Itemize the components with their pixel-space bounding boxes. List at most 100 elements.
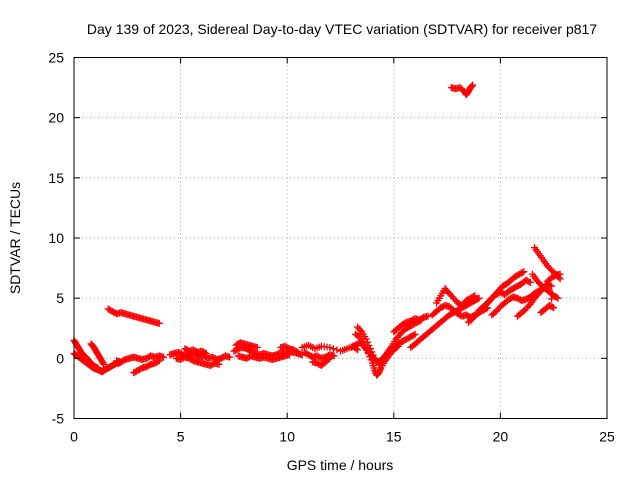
data-point [393,344,401,352]
data-point [326,354,334,362]
data-point [411,330,419,338]
data-point [292,348,300,356]
data-point [468,82,476,90]
data-point [324,356,332,364]
y-axis-title: SDTVAR / TECUs [7,182,23,294]
data-point [155,357,163,365]
y-tick-label: -5 [52,411,65,427]
series-track-26 [488,282,551,319]
data-point [520,268,528,276]
series-track-4 [104,305,163,327]
x-tick-label: 10 [279,429,295,445]
data-point [550,304,558,312]
data-point [369,351,377,359]
series-track-2 [70,350,107,376]
data-point [330,352,338,360]
series-track-9 [181,345,210,358]
data-point [326,344,334,352]
tick-labels: 0 5 10 15 20 25 -5 0 5 10 15 20 25 [48,50,615,445]
data-point [525,302,533,310]
x-axis-title: GPS time / hours [287,457,394,473]
data-markers [70,81,564,379]
data-point [518,268,526,276]
data-point [548,303,556,311]
data-point [375,369,383,377]
x-tick-label: 20 [493,429,509,445]
series-track-30 [537,270,564,317]
y-tick-label: 0 [56,350,64,366]
data-point [99,359,107,367]
series-track-28 [528,270,562,302]
data-point [361,343,369,351]
data-point [215,360,223,368]
data-point [363,346,371,354]
series-track-20 [390,312,432,336]
data-point [356,326,364,334]
data-point [100,360,108,368]
x-tick-label: 15 [386,429,402,445]
data-point [329,345,337,353]
x-tick-label: 25 [599,429,615,445]
series-track-14 [300,348,338,362]
data-point [354,346,362,354]
data-point [285,351,293,359]
y-tick-label: 25 [48,50,64,66]
data-point [553,293,561,301]
data-point [526,279,534,287]
data-point [424,312,432,320]
data-point [554,294,562,302]
series-track-31 [447,81,477,99]
y-tick-label: 5 [56,290,64,306]
data-point [362,335,370,343]
data-point [469,293,477,301]
data-point [548,295,556,303]
series-track-23 [432,285,479,309]
data-point [202,350,210,358]
data-point [525,278,533,286]
series-track-13 [277,342,302,356]
data-point [471,292,479,300]
data-point [364,338,372,346]
data-point [376,366,384,374]
data-point [556,270,564,278]
data-point [253,344,261,352]
y-tick-label: 20 [48,110,64,126]
series-track-6 [130,357,163,377]
data-point [99,368,107,376]
data-point [410,331,418,339]
x-tick-label: 0 [70,429,78,445]
data-point [546,281,554,289]
y-tick-label: 15 [48,170,64,186]
data-point [364,350,372,358]
data-point [294,348,302,356]
axis-ticks [73,57,608,419]
data-point [201,349,209,357]
series-track-12 [232,339,261,352]
series-track-19 [354,316,426,368]
series-track-29 [531,244,564,283]
x-tick-label: 5 [177,429,185,445]
series-track-25 [475,276,534,314]
series-track-8 [172,353,223,370]
data-point [360,340,368,348]
series-track-15 [309,354,334,370]
series-track-11 [234,351,293,364]
data-point [469,81,477,89]
data-point [545,286,553,294]
chart-title: Day 139 of 2023, Sidereal Day-to-day VTE… [87,21,597,37]
data-point [154,358,162,366]
data-point [366,345,374,353]
data-point [394,342,402,350]
data-point [226,353,234,361]
series-track-3 [87,340,108,368]
data-point [160,353,168,361]
data-point [548,282,556,290]
data-point [155,319,163,327]
y-tick-label: 10 [48,230,64,246]
data-point [365,341,373,349]
data-point [368,348,376,356]
data-point [475,294,483,302]
data-point [467,83,475,91]
data-point [371,366,379,374]
